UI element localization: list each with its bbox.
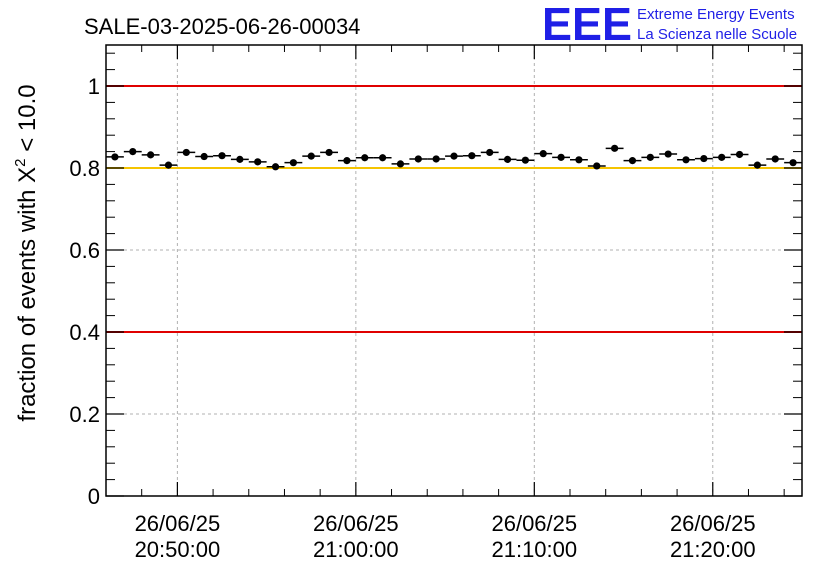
data-point: [254, 158, 262, 166]
data-point: [236, 155, 244, 163]
y-axis-label-prefix: fraction of events with: [14, 183, 41, 422]
data-point: [468, 152, 476, 160]
data-point: [557, 153, 565, 161]
data-point: [700, 154, 708, 163]
y-axis-label-symbol: X: [14, 167, 41, 183]
data-point: [325, 148, 333, 157]
data-point: [486, 148, 494, 157]
y-tick-label: 0.4: [69, 320, 100, 345]
data-point: [111, 153, 119, 161]
data-points: [106, 144, 802, 171]
data-point: [200, 152, 208, 161]
x-tick-time: 21:00:00: [313, 537, 399, 562]
data-point: [628, 157, 637, 165]
data-point: [753, 161, 761, 169]
reference-lines: [106, 85, 802, 333]
data-point: [789, 159, 797, 167]
y-axis-label-sup: 2: [12, 158, 29, 166]
data-point: [771, 155, 779, 163]
data-point: [164, 161, 173, 169]
data-point: [450, 152, 458, 160]
data-point: [147, 151, 155, 159]
data-point: [182, 148, 190, 157]
eee-logo-line2: La Scienza nelle Scuole: [637, 26, 797, 43]
data-point: [271, 163, 280, 171]
data-point: [379, 154, 387, 162]
x-tick-date: 26/06/25: [491, 511, 577, 536]
data-point: [343, 157, 351, 165]
grid: [106, 45, 802, 496]
y-tick-label: 1: [88, 74, 100, 99]
plot-frame: [105, 44, 803, 497]
data-point: [646, 153, 654, 161]
data-point: [361, 154, 369, 162]
data-point: [289, 159, 297, 167]
y-tick-label: 0.6: [69, 238, 100, 263]
data-point: [307, 152, 315, 160]
x-tick-date: 26/06/25: [670, 511, 756, 536]
data-point: [664, 150, 672, 158]
y-tick-label: 0: [88, 484, 100, 509]
y-tick-label: 0.2: [69, 402, 100, 427]
y-axis-label: fraction of events with X2 < 10.0: [12, 84, 41, 421]
data-point: [575, 156, 583, 164]
axis-ticks: [105, 45, 802, 497]
data-point: [129, 148, 137, 156]
x-tick-time: 20:50:00: [135, 537, 221, 562]
data-point: [611, 144, 619, 152]
x-tick-time: 21:20:00: [670, 537, 756, 562]
chart-title: SALE-03-2025-06-26-00034: [84, 14, 360, 39]
x-tick-labels: 26/06/2520:50:0026/06/2521:00:0026/06/25…: [135, 511, 756, 562]
data-point: [432, 155, 440, 163]
data-point: [218, 152, 226, 160]
data-point: [682, 156, 690, 164]
data-point: [539, 150, 547, 158]
eee-logo: EEE Extreme Energy Events La Scienza nel…: [542, 0, 797, 50]
data-point: [521, 156, 529, 164]
data-point: [414, 155, 422, 163]
x-tick-time: 21:10:00: [491, 537, 577, 562]
data-point: [718, 153, 726, 161]
data-point: [396, 160, 405, 168]
y-axis-label-suffix: < 10.0: [14, 84, 41, 158]
y-tick-labels: 0 0.2 0.4 0.6 0.8 1: [69, 74, 100, 509]
y-tick-label: 0.8: [69, 156, 100, 181]
eee-logo-mark: EEE: [542, 0, 632, 50]
x-tick-date: 26/06/25: [313, 511, 399, 536]
data-point: [503, 155, 512, 163]
data-point: [735, 150, 744, 159]
x-tick-date: 26/06/25: [135, 511, 221, 536]
eee-logo-line1: Extreme Energy Events: [637, 6, 795, 23]
data-point: [593, 162, 601, 170]
